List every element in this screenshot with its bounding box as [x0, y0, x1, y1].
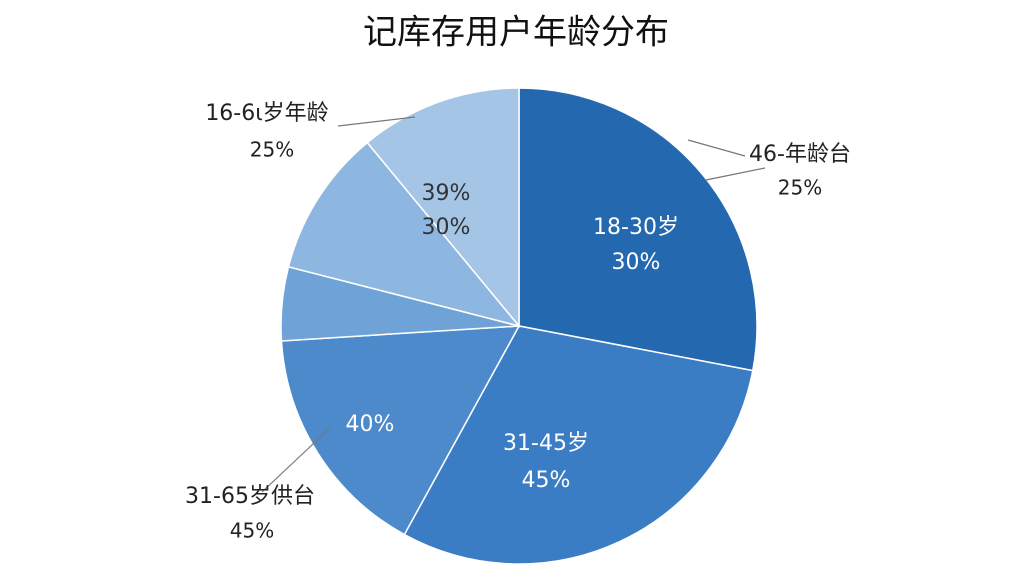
leader-line — [261, 427, 331, 493]
pie-slice — [518, 87, 758, 372]
annotation: 25% — [250, 138, 294, 162]
pie-slice — [280, 325, 521, 536]
annotation: 16-6ι岁年龄 — [205, 101, 328, 126]
pie-slice — [403, 325, 754, 565]
annotation: 31-65岁供台 — [185, 484, 315, 509]
leader-line — [337, 116, 416, 127]
leader-line — [687, 139, 746, 157]
leader-line — [705, 167, 766, 181]
annotation: 30% — [422, 215, 471, 240]
annotation: 30% — [612, 250, 661, 275]
annotation: 18-30岁 — [593, 215, 679, 240]
pie-slice — [366, 87, 520, 329]
annotation: 25% — [778, 176, 822, 200]
annotation: 31-45岁 — [503, 431, 589, 456]
annotation: 46-年龄台 — [749, 142, 851, 167]
chart-title: 记库存用户年龄分布 — [363, 13, 669, 53]
annotation: 45% — [522, 468, 571, 493]
annotation: 45% — [230, 519, 274, 543]
pie — [280, 87, 758, 565]
annotation: 39% — [422, 181, 471, 206]
annotation: 40% — [346, 412, 395, 437]
pie-slice — [287, 141, 522, 328]
